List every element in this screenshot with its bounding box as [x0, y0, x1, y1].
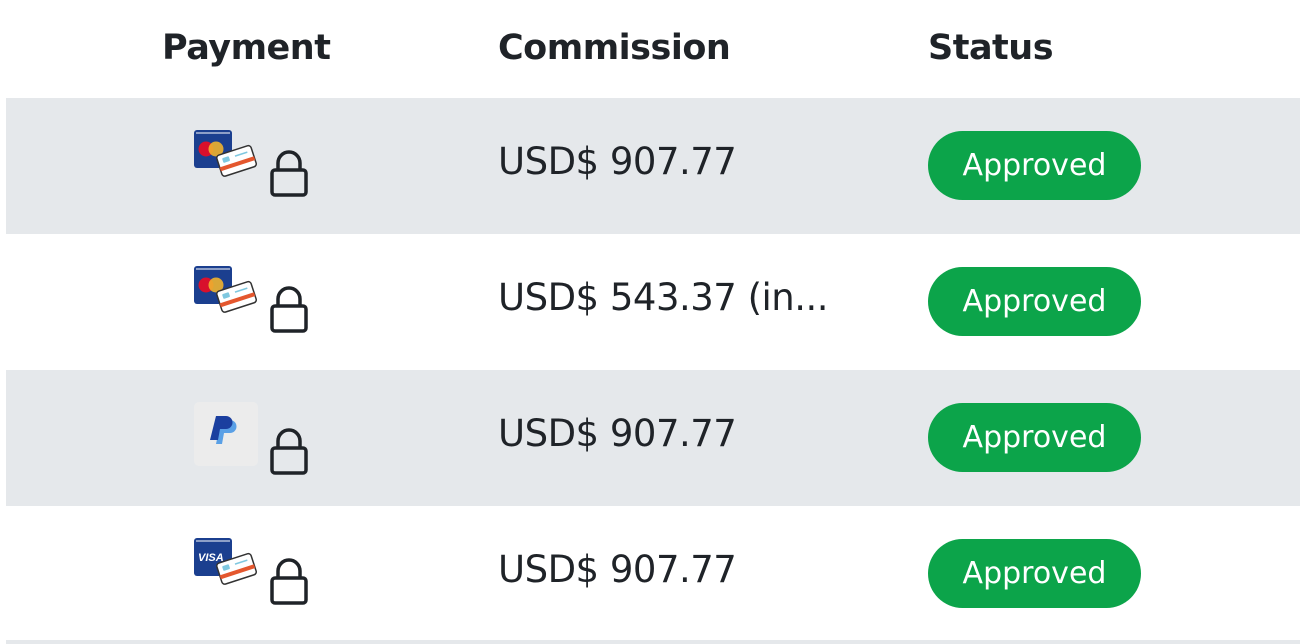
- commission-value: USD$ 907.77: [498, 548, 737, 591]
- header-status: Status: [928, 28, 1054, 68]
- paypal-icon: [194, 402, 258, 466]
- visa-card-icon: VISA: [194, 538, 258, 586]
- payment-cell: [192, 128, 317, 198]
- payment-cell: VISA: [192, 536, 317, 606]
- table-bottom-divider: [6, 640, 1300, 644]
- status-badge: Approved: [928, 403, 1141, 472]
- table-header: Payment Commission Status: [6, 0, 1300, 98]
- lock-icon: [270, 286, 308, 333]
- status-badge: Approved: [928, 539, 1141, 608]
- header-payment: Payment: [162, 28, 331, 68]
- table-row[interactable]: USD$ 543.37 (in... Approved: [6, 234, 1300, 370]
- table-row[interactable]: USD$ 907.77 Approved: [6, 370, 1300, 506]
- table-row[interactable]: VISA USD$ 907.77 Approved: [6, 506, 1300, 642]
- status-badge: Approved: [928, 131, 1141, 200]
- lock-icon: [270, 150, 308, 197]
- lock-icon: [270, 428, 308, 475]
- lock-icon: [270, 558, 308, 605]
- mastercard-card-icon: [194, 266, 258, 314]
- payment-cell: [192, 400, 317, 475]
- mastercard-card-icon: [194, 130, 258, 178]
- header-commission: Commission: [498, 28, 731, 68]
- commission-value: USD$ 907.77: [498, 412, 737, 455]
- status-badge: Approved: [928, 267, 1141, 336]
- table-row[interactable]: USD$ 907.77 Approved: [6, 98, 1300, 234]
- commission-value: USD$ 907.77: [498, 140, 737, 183]
- svg-text:VISA: VISA: [198, 552, 224, 564]
- payment-cell: [192, 264, 317, 334]
- commission-value: USD$ 543.37 (in...: [498, 276, 829, 319]
